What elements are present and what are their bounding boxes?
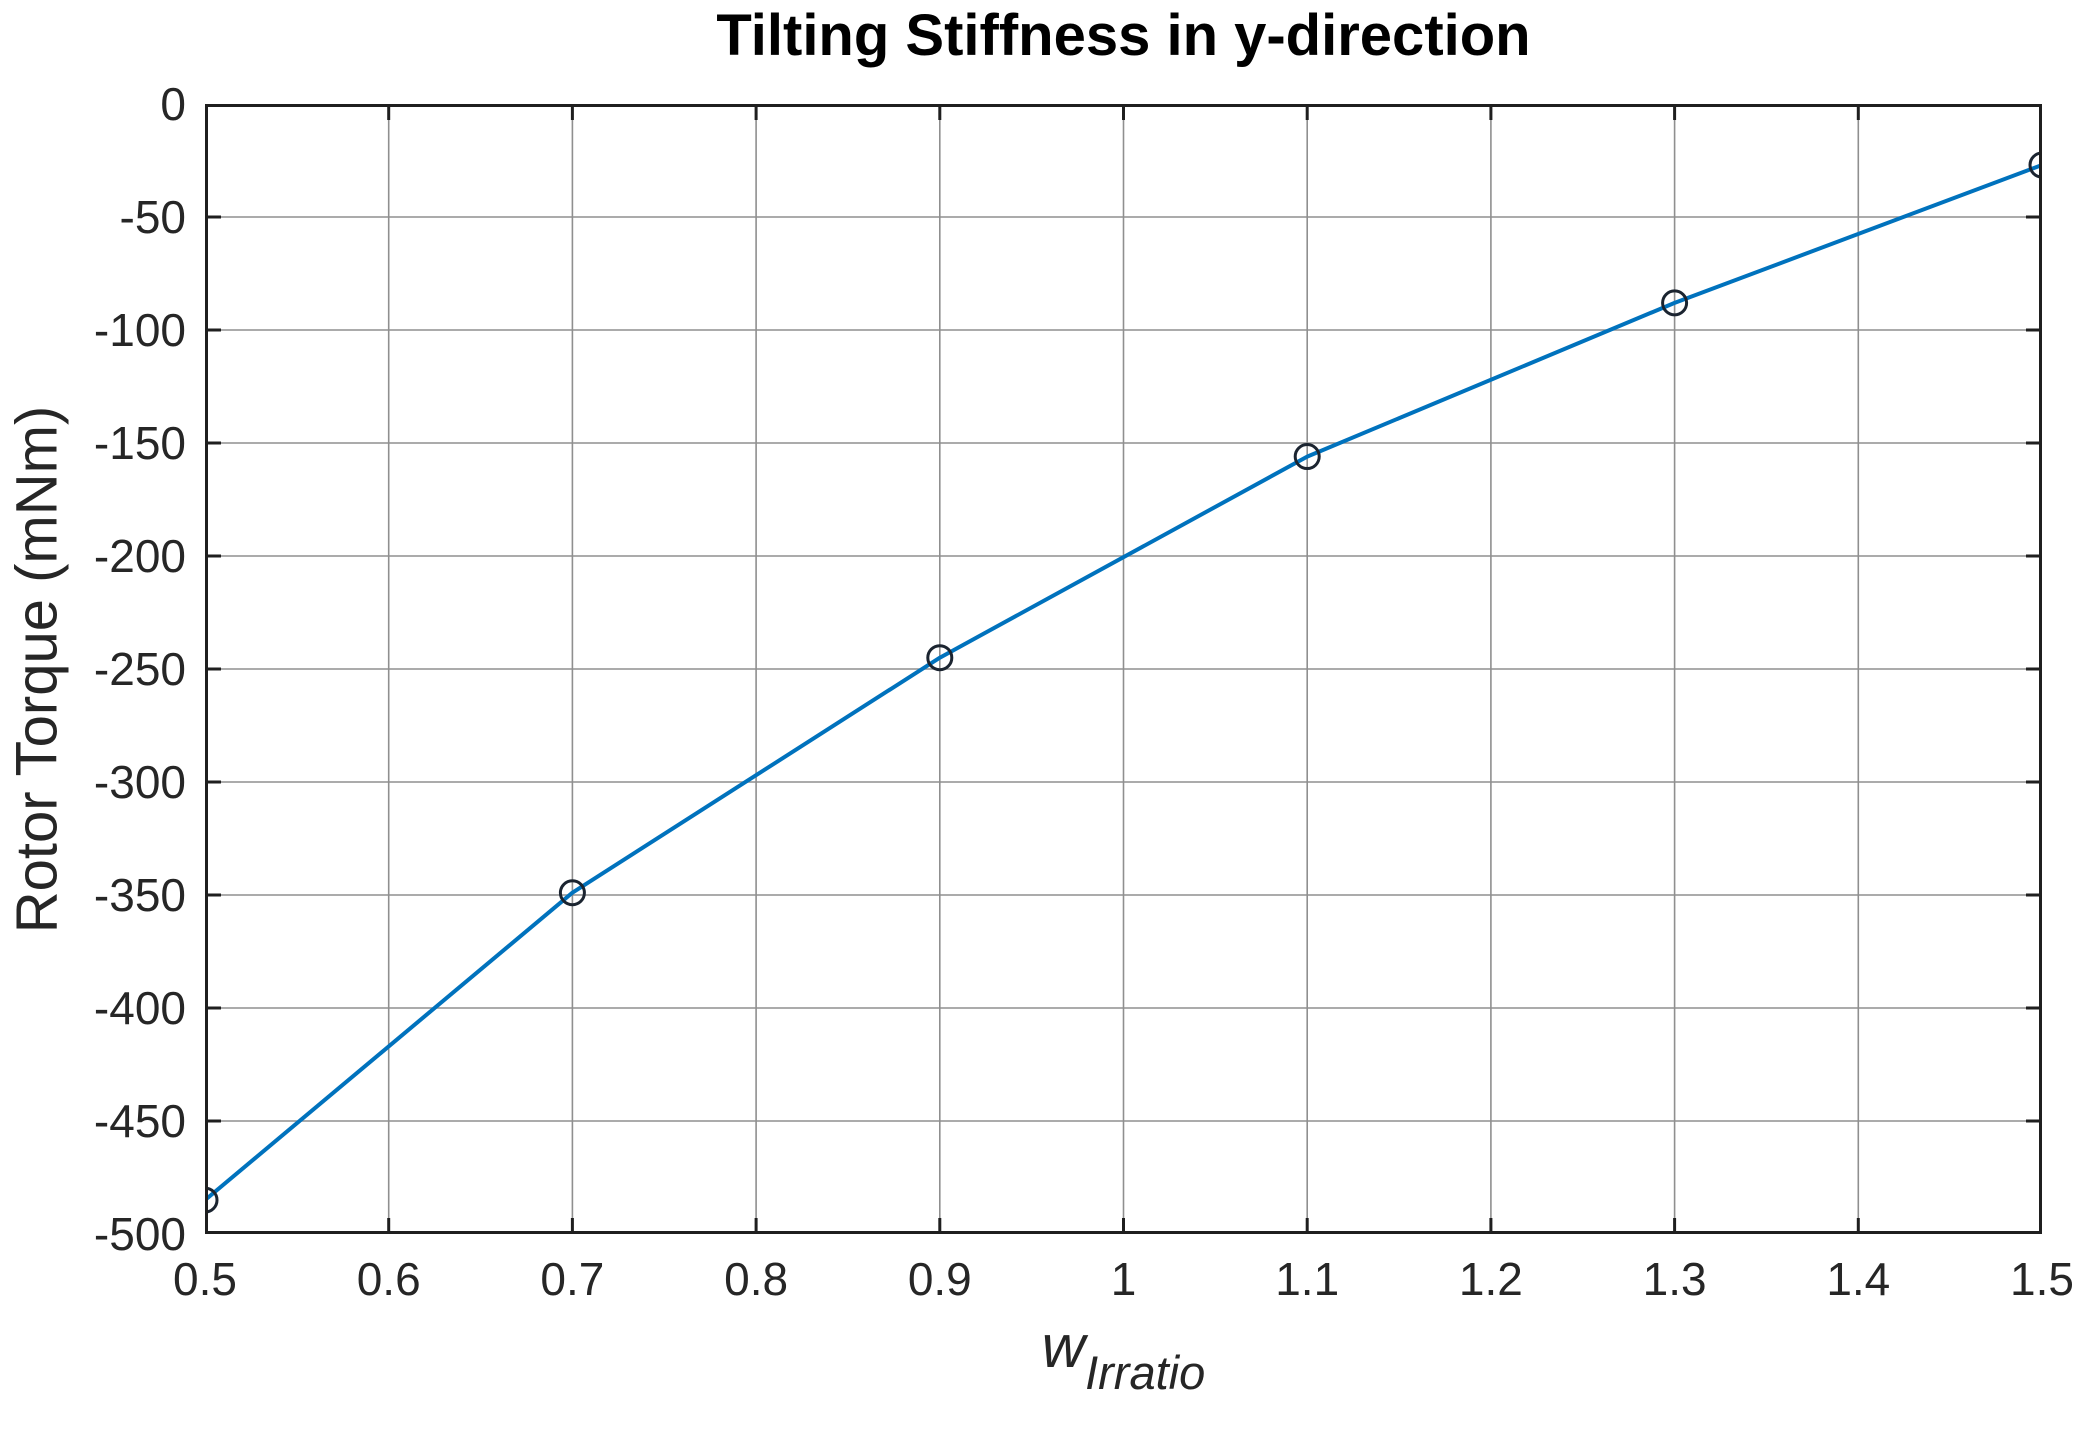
x-axis-label-subscript: Irratio	[1085, 1346, 1206, 1399]
y-tick-label: -350	[93, 869, 186, 921]
x-tick-label: 1.3	[1642, 1253, 1707, 1305]
y-tick-label: -250	[93, 643, 186, 695]
y-tick-label: -450	[93, 1095, 186, 1147]
y-tick-label: -150	[93, 417, 186, 469]
gridlines	[205, 104, 2042, 1234]
x-axis-label: wIrratio	[205, 1312, 2042, 1400]
y-tick-label: -50	[119, 191, 186, 243]
data-series	[205, 151, 2042, 1214]
x-tick-label: 0.9	[907, 1253, 972, 1305]
x-tick-label: 0.7	[540, 1253, 605, 1305]
y-tick-label: -100	[93, 304, 186, 356]
chart-title: Tilting Stiffness in y-direction	[716, 3, 1531, 68]
x-tick-label: 1.4	[1826, 1253, 1891, 1305]
x-tick-label: 1.1	[1275, 1253, 1340, 1305]
x-tick-label: 1.2	[1458, 1253, 1523, 1305]
x-tick-label: 0.5	[173, 1253, 237, 1305]
y-tick-label: -200	[93, 530, 186, 582]
x-tick-label: 1	[1110, 1253, 1137, 1305]
y-tick-label: 0	[160, 78, 186, 130]
axis-tick-marks	[205, 104, 2042, 1234]
y-tick-label: -500	[93, 1208, 186, 1260]
y-tick-label: -300	[93, 756, 186, 808]
plot-area	[205, 104, 2042, 1234]
x-axis-label-base: w	[1041, 1313, 1086, 1380]
x-tick-label: 1.5	[2010, 1253, 2074, 1305]
x-tick-label: 0.6	[356, 1253, 421, 1305]
x-tick-label: 0.8	[724, 1253, 789, 1305]
y-tick-label: -400	[93, 982, 186, 1034]
plot-svg	[205, 104, 2042, 1234]
axes-border	[205, 104, 2042, 1234]
